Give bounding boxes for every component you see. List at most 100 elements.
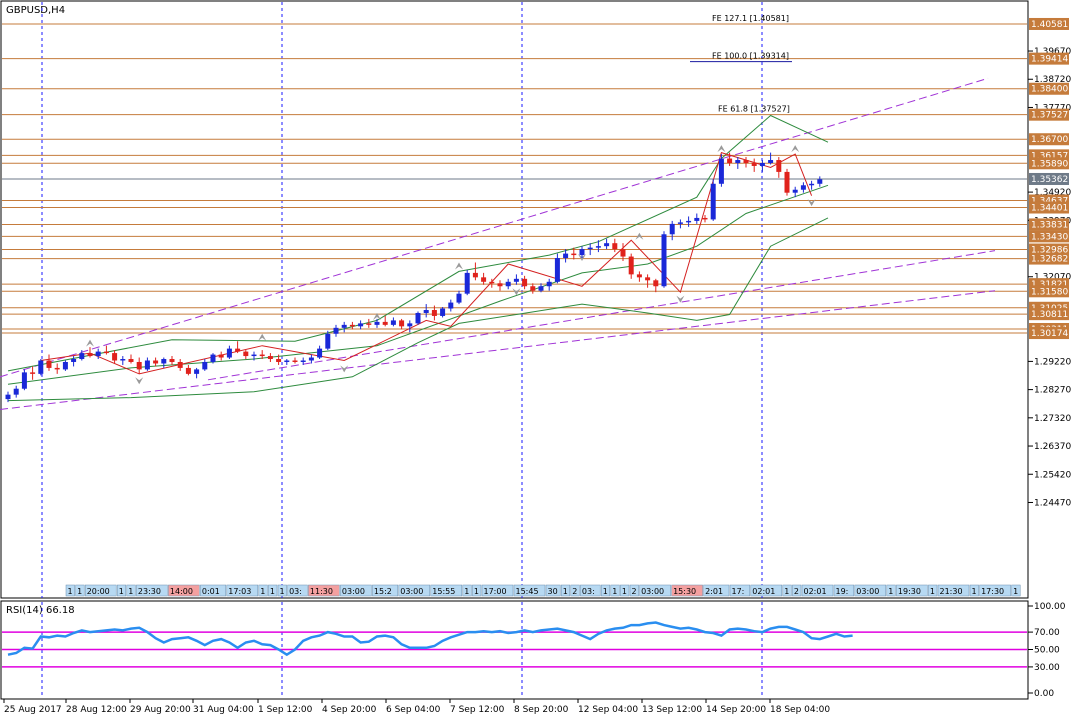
bull-candle[interactable] xyxy=(38,360,44,374)
news-tag[interactable] xyxy=(792,584,802,597)
bull-candle[interactable] xyxy=(694,217,700,221)
bull-candle[interactable] xyxy=(333,327,339,334)
bear-candle[interactable] xyxy=(243,351,249,357)
news-tag[interactable] xyxy=(65,584,75,597)
bull-candle[interactable] xyxy=(95,351,101,357)
bull-candle[interactable] xyxy=(284,360,290,362)
bear-candle[interactable] xyxy=(636,274,642,278)
news-tag[interactable] xyxy=(287,584,308,597)
bull-candle[interactable] xyxy=(440,308,446,316)
news-tag[interactable] xyxy=(928,584,938,597)
bull-candle[interactable] xyxy=(595,246,601,248)
bull-candle[interactable] xyxy=(325,333,331,349)
news-tag[interactable] xyxy=(116,584,127,597)
news-tag[interactable] xyxy=(854,584,887,597)
news-tag[interactable] xyxy=(610,584,620,597)
bear-candle[interactable] xyxy=(153,360,159,364)
bull-candle[interactable] xyxy=(415,312,421,324)
news-tag[interactable] xyxy=(75,584,85,597)
bear-candle[interactable] xyxy=(103,351,109,354)
bull-candle[interactable] xyxy=(563,253,569,259)
news-tag[interactable] xyxy=(472,584,482,597)
news-tag[interactable] xyxy=(136,584,168,597)
bear-candle[interactable] xyxy=(727,158,733,163)
bear-candle[interactable] xyxy=(784,171,790,193)
news-tag[interactable] xyxy=(896,584,928,597)
bull-candle[interactable] xyxy=(669,223,675,235)
bull-candle[interactable] xyxy=(161,359,167,364)
bull-candle[interactable] xyxy=(358,323,364,327)
bull-candle[interactable] xyxy=(817,179,823,184)
bear-candle[interactable] xyxy=(431,310,437,316)
bull-candle[interactable] xyxy=(800,185,806,190)
news-tag[interactable] xyxy=(886,584,896,597)
bull-candle[interactable] xyxy=(686,220,692,223)
bull-candle[interactable] xyxy=(456,293,462,303)
bear-candle[interactable] xyxy=(128,359,134,362)
bull-candle[interactable] xyxy=(554,258,560,282)
news-tag[interactable] xyxy=(268,584,278,597)
news-tag[interactable] xyxy=(200,584,227,597)
news-tag[interactable] xyxy=(258,584,268,597)
bull-candle[interactable] xyxy=(792,189,798,193)
bull-candle[interactable] xyxy=(448,302,454,309)
news-tag[interactable] xyxy=(226,584,259,597)
bull-candle[interactable] xyxy=(21,372,27,389)
news-tag[interactable] xyxy=(729,584,751,597)
bear-candle[interactable] xyxy=(751,162,757,166)
news-tag[interactable] xyxy=(750,584,783,597)
bull-candle[interactable] xyxy=(317,348,323,358)
news-tag[interactable] xyxy=(513,584,546,597)
bear-candle[interactable] xyxy=(259,354,265,357)
news-tag[interactable] xyxy=(398,584,431,597)
news-tag[interactable] xyxy=(1011,584,1021,597)
bull-candle[interactable] xyxy=(374,321,380,325)
bull-candle[interactable] xyxy=(604,243,610,247)
bull-candle[interactable] xyxy=(407,323,413,327)
bull-candle[interactable] xyxy=(144,360,150,370)
bear-candle[interactable] xyxy=(292,360,298,362)
bear-candle[interactable] xyxy=(743,160,749,163)
bear-candle[interactable] xyxy=(136,361,142,370)
bull-candle[interactable] xyxy=(210,354,216,362)
news-tag[interactable] xyxy=(481,584,514,597)
bear-candle[interactable] xyxy=(776,160,782,172)
bull-candle[interactable] xyxy=(423,310,429,313)
news-tag[interactable] xyxy=(84,584,117,597)
bear-candle[interactable] xyxy=(399,320,405,327)
bull-candle[interactable] xyxy=(194,369,200,374)
news-tag[interactable] xyxy=(340,584,372,597)
bull-candle[interactable] xyxy=(300,360,306,362)
news-tag[interactable] xyxy=(372,584,399,597)
news-tag[interactable] xyxy=(277,584,287,597)
news-tag[interactable] xyxy=(462,584,472,597)
news-tag[interactable] xyxy=(545,584,561,597)
bear-candle[interactable] xyxy=(235,348,241,352)
news-tag[interactable] xyxy=(671,584,703,597)
bull-candle[interactable] xyxy=(464,272,470,294)
bear-candle[interactable] xyxy=(169,359,175,362)
bear-candle[interactable] xyxy=(530,286,536,291)
bull-candle[interactable] xyxy=(251,354,257,357)
news-tag[interactable] xyxy=(629,584,639,597)
bear-candle[interactable] xyxy=(218,354,224,358)
news-tag[interactable] xyxy=(560,584,571,597)
news-tag[interactable] xyxy=(937,584,970,597)
news-tag[interactable] xyxy=(969,584,979,597)
news-tag[interactable] xyxy=(430,584,463,597)
bear-candle[interactable] xyxy=(267,356,273,360)
bear-candle[interactable] xyxy=(645,277,651,281)
bear-candle[interactable] xyxy=(489,281,495,284)
bull-candle[interactable] xyxy=(768,160,774,163)
bull-candle[interactable] xyxy=(538,286,544,291)
news-tag[interactable] xyxy=(801,584,834,597)
bull-candle[interactable] xyxy=(226,348,232,358)
bear-candle[interactable] xyxy=(54,367,60,370)
bear-candle[interactable] xyxy=(366,323,372,325)
bull-candle[interactable] xyxy=(718,158,724,184)
bull-candle[interactable] xyxy=(5,394,11,400)
news-tag[interactable] xyxy=(126,584,136,597)
bull-candle[interactable] xyxy=(308,357,314,361)
bear-candle[interactable] xyxy=(481,277,487,282)
